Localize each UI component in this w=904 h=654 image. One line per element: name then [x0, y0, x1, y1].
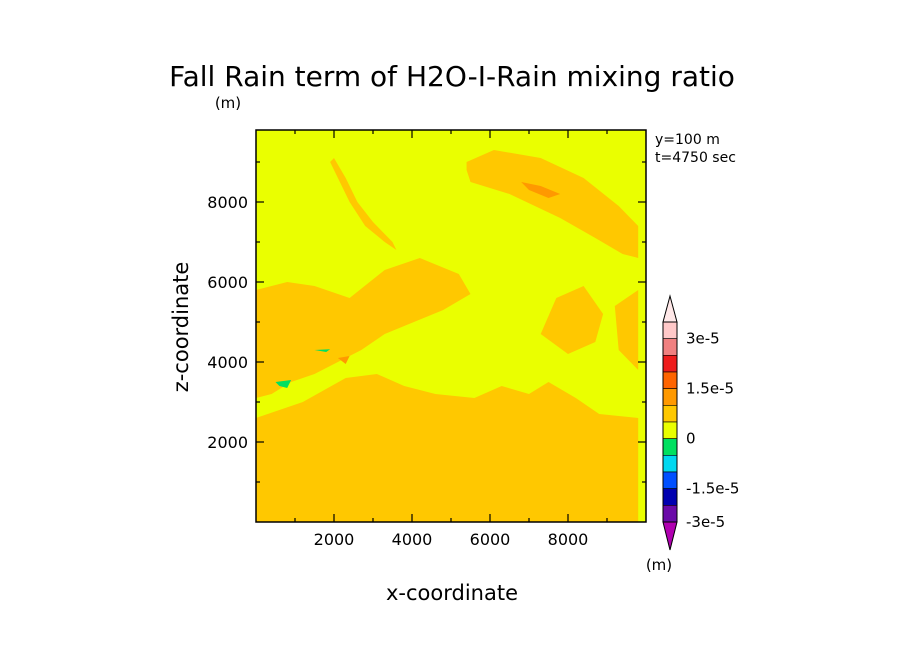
colorbar-swatch: [662, 421, 678, 439]
axes: 2000 4000 6000 8000 2000 4000 6000 8000: [207, 129, 647, 549]
x-tick-label: 8000: [548, 530, 589, 549]
colorbar-swatch: [662, 438, 678, 456]
contour-region-9: [314, 349, 331, 352]
colorbar-swatch: [662, 488, 678, 506]
colorbar-swatch: [662, 388, 678, 406]
contour-region-3: [256, 374, 639, 522]
y-tick-label: 8000: [207, 193, 248, 212]
colorbar-swatch: [662, 371, 678, 389]
colorbar-label: 1.5e-5: [686, 380, 734, 398]
colorbar: 3e-5 1.5e-5 0 -1.5e-5 -3e-5: [662, 294, 739, 551]
colorbar-swatch: [662, 321, 678, 339]
colorbar-label: 3e-5: [686, 330, 720, 348]
y-axis-label: z-coordinate: [169, 262, 193, 393]
colorbar-swatch: [662, 505, 678, 523]
annotation-time: t=4750 sec: [655, 150, 736, 166]
contour-region-7: [337, 356, 350, 364]
x-tick-label: 6000: [470, 530, 511, 549]
colorbar-frame: [662, 321, 678, 523]
x-tick-label: 2000: [314, 530, 355, 549]
title-units-label: (m): [215, 94, 241, 112]
y-tick-label: 6000: [207, 273, 248, 292]
contour-region-4: [540, 286, 604, 354]
y-tick-label: 2000: [207, 433, 248, 452]
contour-region-2: [256, 258, 471, 398]
colorbar-swatch: [662, 455, 678, 473]
colorbar-bottom-triangle: [662, 521, 678, 551]
x-tick-label: 4000: [392, 530, 433, 549]
colorbar-top-triangle: [662, 294, 678, 323]
colorbar-swatch: [662, 338, 678, 356]
contour-region-8: [275, 380, 292, 388]
colorbar-swatch: [662, 355, 678, 373]
colorbar-label: 0: [686, 430, 696, 448]
y-tick-label: 4000: [207, 353, 248, 372]
plot-area: [256, 130, 646, 522]
contour-region-0: [466, 150, 639, 258]
chart-title: Fall Rain term of H2O-I-Rain mixing rati…: [169, 60, 735, 93]
colorbar-swatch: [662, 471, 678, 489]
annotation-y-position: y=100 m: [655, 132, 720, 148]
contour-region-1: [330, 158, 397, 250]
x-axis-label: x-coordinate: [386, 581, 518, 605]
colorbar-units-label: (m): [646, 556, 672, 574]
colorbar-label: -1.5e-5: [686, 480, 739, 498]
contour-region-5: [614, 290, 639, 370]
colorbar-label: -3e-5: [686, 513, 725, 531]
contour-region-6: [521, 182, 561, 198]
colorbar-swatch: [662, 405, 678, 423]
